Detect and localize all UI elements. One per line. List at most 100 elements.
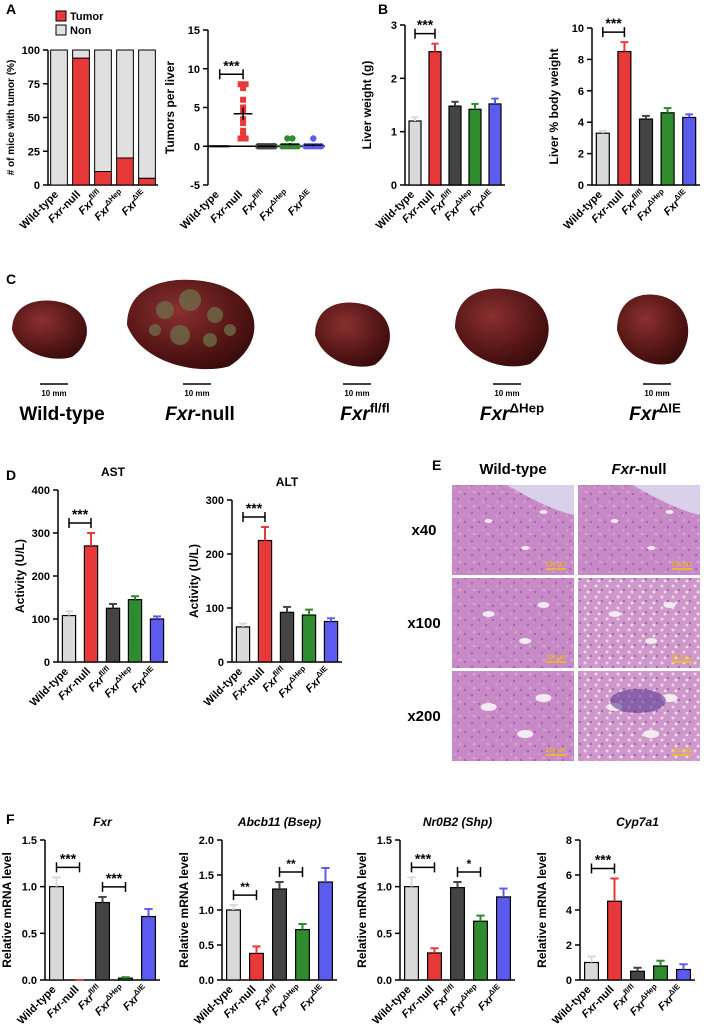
y-tick-label: 2.0: [199, 835, 214, 847]
error-bar: [131, 595, 139, 600]
bar: [257, 539, 273, 663]
y-tick-label: 100: [22, 45, 40, 57]
panel-letter: A: [6, 1, 16, 17]
significance-bracket: [242, 512, 266, 522]
bar: [682, 116, 697, 186]
photo-label: Fxr-null: [165, 404, 235, 425]
y-tick-label: 0: [391, 180, 397, 192]
bar: [468, 108, 482, 186]
bar-segment: [72, 49, 90, 59]
significance-label: ***: [72, 506, 89, 522]
y-axis-label: Liver weight (g): [360, 61, 374, 150]
tumor-nodule: [156, 301, 174, 319]
significance-label: **: [240, 880, 250, 894]
photo-label-text: -null: [195, 404, 235, 425]
vessel: [480, 703, 497, 711]
column-label-text: Wild-type: [479, 461, 546, 478]
bar: [617, 50, 632, 186]
bar: [583, 961, 599, 981]
significance-bracket: [414, 28, 436, 39]
vessel: [645, 638, 658, 644]
y-axis-label: Relative mRNA level: [177, 852, 191, 968]
bar: [427, 952, 443, 981]
histology-image: [578, 578, 700, 668]
bar-segment: [50, 49, 68, 186]
scale-label: 10 mm: [41, 389, 66, 398]
x-tick-label: FxrΔIE: [118, 187, 149, 218]
error-bar: [229, 904, 238, 910]
scale-label: 200 μm: [672, 655, 692, 661]
y-tick-label: 10: [188, 64, 200, 76]
y-tick-label: 0: [218, 657, 224, 669]
error-bar: [453, 881, 462, 888]
point: [242, 81, 249, 88]
y-tick-label: 1.5: [22, 835, 37, 847]
bar: [448, 105, 462, 186]
bar: [652, 965, 668, 981]
x-tick-label: FxrΔIE: [296, 982, 327, 1013]
x-tick-label-sup: ΔHep: [645, 187, 666, 208]
bar-segment: [138, 177, 156, 186]
y-tick-label: 0.5: [377, 928, 392, 940]
x-tick-label: FxrΔIE: [302, 664, 333, 695]
chart-title: Nr0B2 (Shp): [423, 815, 492, 829]
chart-title: Cyp7a1: [616, 815, 659, 829]
significance-bracket: [218, 69, 244, 80]
error-bar: [476, 914, 485, 922]
liver-photo: [12, 300, 87, 359]
significance-label: ***: [415, 850, 432, 866]
point: [237, 81, 244, 88]
error-bar: [321, 867, 330, 882]
error-bar: [98, 895, 107, 903]
error-bar: [598, 129, 607, 134]
bar: [83, 545, 99, 663]
bar-segment: [72, 57, 90, 186]
bar: [606, 900, 622, 981]
liver-photo: [455, 288, 549, 367]
legend-label: Tumor: [70, 11, 104, 23]
point: [317, 143, 325, 150]
vessel: [539, 510, 548, 514]
point: [240, 85, 247, 92]
error-bar: [431, 42, 439, 52]
photo-label-text: Wild-type: [19, 404, 104, 425]
chart-title: Fxr: [93, 815, 113, 829]
histology-image: [578, 671, 700, 761]
error-bar: [109, 602, 117, 609]
y-tick-label: 100: [206, 603, 224, 615]
y-tick-label: 1.0: [377, 882, 392, 894]
y-tick-label: 400: [32, 485, 50, 497]
bar: [428, 51, 442, 186]
vessel: [484, 519, 493, 523]
significance-label: *: [467, 857, 472, 871]
bar: [301, 614, 317, 663]
bar-segment: [94, 171, 112, 186]
column-label-text: -null: [635, 461, 667, 478]
vessel: [665, 510, 674, 514]
y-tick-label: 2: [578, 149, 584, 161]
photo-label-italic: Fxr: [340, 404, 371, 425]
bar: [629, 970, 645, 981]
bar: [488, 103, 502, 186]
significance-label: ***: [417, 17, 434, 33]
vessel: [521, 546, 530, 550]
tumor-nodule: [203, 333, 217, 347]
scale-label: 10 mm: [644, 389, 669, 398]
histology-image: [452, 671, 574, 761]
y-tick-label: 0: [194, 141, 200, 153]
y-axis-label: Liver % body weight: [547, 48, 561, 164]
y-tick-label: 0.5: [22, 928, 37, 940]
histology-image: [452, 578, 574, 668]
tumor-nodule: [224, 324, 236, 336]
bar: [404, 886, 420, 981]
significance-bracket: [456, 867, 482, 877]
photo-label-italic: Fxr: [629, 404, 660, 425]
vessel: [537, 602, 550, 608]
scale-label: 500 μm: [672, 562, 692, 568]
error-bar: [471, 102, 479, 110]
bar: [323, 620, 339, 663]
bar: [279, 611, 295, 663]
error-bar: [261, 526, 269, 541]
scale-label: 100 μm: [672, 748, 692, 754]
